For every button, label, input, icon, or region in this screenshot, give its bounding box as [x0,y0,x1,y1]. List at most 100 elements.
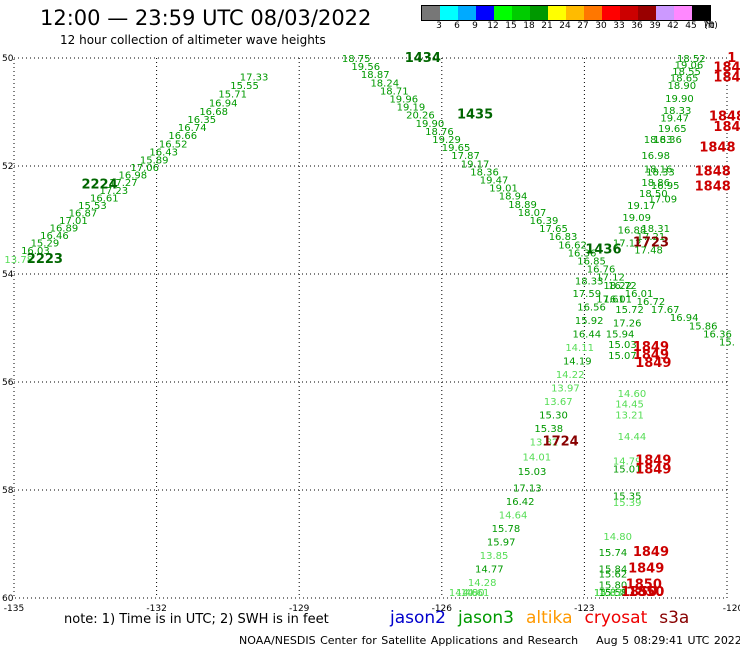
wave-height-value: 15. [719,338,735,349]
wave-height-value: 13.97 [551,383,580,394]
wave-height-value: 16.52 [159,139,188,150]
wave-height-value: 19.17 [461,159,490,170]
legend-swatch [674,6,692,20]
pass-time-label: 1849 [633,545,669,560]
wave-height-value: 15.84 [599,564,628,575]
footer-credit: NOAA/NESDIS Center for Satellite Applica… [239,634,579,647]
wave-height-value: 16.36 [568,248,597,259]
footer: NOAA/NESDIS Center for Satellite Applica… [239,634,740,647]
wave-height-value: 17.01 [59,216,88,227]
latitude-label: 58 [2,486,14,496]
pass-time-label: 1849 [635,462,671,477]
wave-height-value: 14.80 [456,588,485,599]
pass-time-label: 1849 [633,340,669,355]
wave-height-value: 19.01 [489,184,518,195]
wave-height-value: 18.33 [575,276,604,287]
wave-height-value: 19.09 [622,213,651,224]
wave-height-value: 16.56 [577,302,606,313]
pass-time-label: 1723 [633,236,669,251]
wave-height-value: 14.44 [618,432,647,443]
wave-height-value: 15.97 [487,537,516,548]
wave-height-value: 18.89 [508,200,537,211]
pass-time-label: 1848 [699,141,735,156]
wave-height-value: 15.51 [599,588,628,599]
wave-height-value: 16.68 [199,107,228,118]
wave-height-value: 15.03 [608,340,637,351]
legend-swatch [602,6,620,20]
wave-height-value: 16.46 [40,231,69,242]
legend-label: 33 [613,21,625,31]
wave-height-value: 18.36 [653,135,682,146]
wave-height-value: 18.33 [646,167,675,178]
legend-label: 3 [436,21,442,31]
pass-time-label: 1436 [585,243,621,258]
observation-layer: 13.7816.0315.2916.4616.8917.0116.8715.53… [4,51,740,600]
wave-height-value: 16.72 [637,297,666,308]
pass-time-label: 184 [713,70,740,85]
legend-label: 9 [472,21,478,31]
wave-height-value: 16.95 [651,181,680,192]
legend-label: (ft) [704,21,718,31]
pass-time-label: 2223 [27,252,63,267]
legend-swatch [548,6,566,20]
wave-height-value: 18.50 [639,189,668,200]
wave-height-value: 14.77 [475,564,504,575]
legend-swatch [620,6,638,20]
wave-height-value: 14.64 [499,510,528,521]
satellite-altika: altika [526,608,573,628]
legend-swatch [458,6,476,20]
legend-swatch [440,6,458,20]
pass-time-label: 1848 [695,180,731,195]
wave-height-value: 18.90 [668,81,697,92]
wave-height-value: 19.17 [627,201,656,212]
wave-height-value: 14.79 [613,456,642,467]
pass-time-label: 1849 [635,356,671,371]
wave-height-value: 15.62 [599,570,628,581]
wave-height-value: 14.11 [565,343,594,354]
pass-time-label: 1850 [621,585,657,600]
pass-time-label: 1850 [626,578,662,593]
note-text: note: 1) Time is in UTC; 2) SWH is in fe… [64,612,329,627]
wave-height-value: 19.56 [351,62,380,73]
wave-height-value: 16.98 [641,151,670,162]
latitude-label: 56 [2,378,14,388]
wave-height-value: 16.61 [90,193,119,204]
wave-height-value: 15.30 [539,410,568,421]
wave-height-value: 16.62 [558,240,587,251]
wave-height-value: 16.72 [608,281,637,292]
wave-height-value: 14.19 [563,356,592,367]
wave-height-value: 15.07 [608,351,637,362]
legend-swatch [530,6,548,20]
wave-height-value: 16.01 [603,294,632,305]
wave-height-value: 13.82 [530,437,559,448]
legend-label: 24 [559,21,571,31]
wave-height-value: 16.36 [703,329,732,340]
wave-height-value: 18.55 [672,67,701,78]
footer-timestamp: Aug 5 08:29:41 UTC 2022 [596,634,740,647]
wave-height-value: 16.74 [178,123,207,134]
longitude-label: -120 [723,604,740,614]
wave-height-value: 16.87 [69,208,98,219]
wave-height-value: 13.78 [4,255,33,266]
wave-height-value: 15.80 [599,581,628,592]
legend-label: 27 [577,21,589,31]
legend-swatch [422,6,440,20]
pass-time-label: 1848 [695,164,731,179]
wave-height-value: 13.21 [615,410,644,421]
wave-height-value: 13.85 [480,551,509,562]
wave-height-value: 19.47 [660,113,689,124]
wave-height-value: 15.74 [599,548,628,559]
wave-height-value: 16.39 [530,216,559,227]
map-subtitle: 12 hour collection of altimeter wave hei… [60,33,326,47]
legend-label: 30 [595,21,607,31]
wave-height-value: 16.98 [119,171,148,182]
wave-height-value: 17.06 [130,163,159,174]
wave-height-value: 14.22 [556,370,585,381]
wave-height-value: 14.28 [468,578,497,589]
legend-label: 12 [487,21,499,31]
wave-height-value: 15.89 [140,156,169,167]
wave-height-value: 15.39 [613,498,642,509]
legend-swatch [494,6,512,20]
legend-swatch [512,6,530,20]
wave-height-value: 16.85 [577,257,606,268]
